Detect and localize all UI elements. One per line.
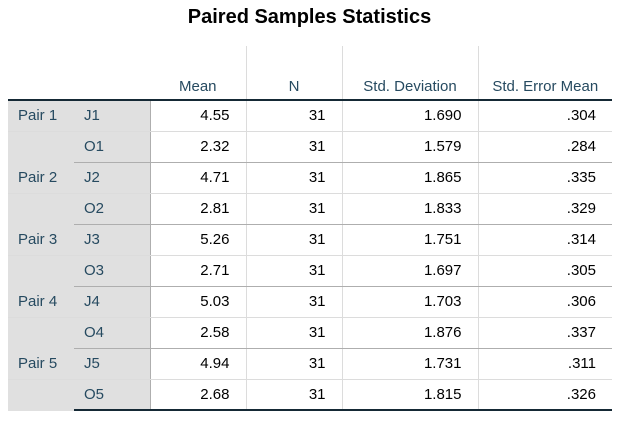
variable-label: J1 [74, 100, 151, 132]
table-row: O5 2.68 31 1.815.326 [8, 379, 612, 411]
std-error-mean-cell: .311 [477, 348, 612, 380]
variable-label: O2 [74, 193, 151, 225]
variable-label: O1 [74, 131, 151, 163]
std-error-mean-cell: .335 [477, 162, 612, 194]
pair-label: Pair 3 [8, 224, 74, 256]
std-error-mean-cell: .337 [477, 317, 612, 349]
mean-cell: 4.55 [150, 100, 246, 132]
paired-samples-statistics-table: Mean N Std. Deviation Std. Error Mean Pa… [8, 46, 612, 411]
pair-label [8, 131, 74, 163]
column-header-mean: Mean [150, 46, 246, 101]
n-cell: 31 [245, 162, 342, 194]
mean-cell: 5.03 [150, 286, 246, 318]
stub-header-variable [74, 46, 150, 101]
n-cell: 31 [245, 286, 342, 318]
n-cell: 31 [245, 317, 342, 349]
std-deviation-cell: 1.865 [341, 162, 478, 194]
n-cell: 31 [245, 255, 342, 287]
std-deviation-cell: 1.731 [341, 348, 478, 380]
pair-label [8, 193, 74, 225]
std-deviation-cell: 1.703 [341, 286, 478, 318]
n-cell: 31 [245, 131, 342, 163]
n-cell: 31 [245, 100, 342, 132]
pair-label [8, 379, 74, 411]
pair-label: Pair 1 [8, 100, 74, 132]
pair-label: Pair 2 [8, 162, 74, 194]
n-cell: 31 [245, 348, 342, 380]
table-row: O1 2.32 31 1.579.284 [8, 131, 612, 163]
std-error-mean-cell: .326 [477, 379, 612, 411]
std-error-mean-cell: .306 [477, 286, 612, 318]
std-error-mean-cell: .314 [477, 224, 612, 256]
pair-label: Pair 5 [8, 348, 74, 380]
table-row: O3 2.71 31 1.697.305 [8, 255, 612, 287]
column-header-std-deviation: Std. Deviation [341, 46, 478, 101]
variable-label: J5 [74, 348, 151, 380]
mean-cell: 2.81 [150, 193, 246, 225]
std-error-mean-cell: .305 [477, 255, 612, 287]
mean-cell: 4.71 [150, 162, 246, 194]
mean-cell: 2.32 [150, 131, 246, 163]
std-deviation-cell: 1.815 [341, 379, 478, 411]
std-deviation-cell: 1.579 [341, 131, 478, 163]
mean-cell: 5.26 [150, 224, 246, 256]
std-deviation-cell: 1.876 [341, 317, 478, 349]
table-row: Pair 5 J5 4.94 31 1.731.311 [8, 348, 612, 380]
mean-cell: 2.71 [150, 255, 246, 287]
std-deviation-cell: 1.690 [341, 100, 478, 132]
table-row: Pair 2 J2 4.71 31 1.865.335 [8, 162, 612, 194]
variable-label: J2 [74, 162, 151, 194]
variable-label: J4 [74, 286, 151, 318]
std-deviation-cell: 1.833 [341, 193, 478, 225]
table-row: Pair 4 J4 5.03 31 1.703.306 [8, 286, 612, 318]
header-row: Mean N Std. Deviation Std. Error Mean [8, 46, 612, 101]
mean-cell: 2.58 [150, 317, 246, 349]
column-header-n: N [245, 46, 342, 101]
table-row: O2 2.81 31 1.833.329 [8, 193, 612, 225]
variable-label: O4 [74, 317, 151, 349]
n-cell: 31 [245, 224, 342, 256]
table-row: O4 2.58 31 1.876.337 [8, 317, 612, 349]
table-title: Paired Samples Statistics [187, 6, 432, 28]
std-error-mean-cell: .329 [477, 193, 612, 225]
std-deviation-cell: 1.751 [341, 224, 478, 256]
std-error-mean-cell: .284 [477, 131, 612, 163]
variable-label: O3 [74, 255, 151, 287]
variable-label: J3 [74, 224, 151, 256]
variable-label: O5 [74, 379, 151, 411]
n-cell: 31 [245, 193, 342, 225]
mean-cell: 2.68 [150, 379, 246, 411]
stub-header-pair [8, 46, 74, 101]
pair-label [8, 317, 74, 349]
n-cell: 31 [245, 379, 342, 411]
table-row: Pair 1 J1 4.55 31 1.690.304 [8, 100, 612, 132]
column-header-std-error-mean: Std. Error Mean [477, 46, 612, 101]
table-row: Pair 3 J3 5.26 31 1.751.314 [8, 224, 612, 256]
mean-cell: 4.94 [150, 348, 246, 380]
pair-label [8, 255, 74, 287]
std-deviation-cell: 1.697 [341, 255, 478, 287]
std-error-mean-cell: .304 [477, 100, 612, 132]
pair-label: Pair 4 [8, 286, 74, 318]
